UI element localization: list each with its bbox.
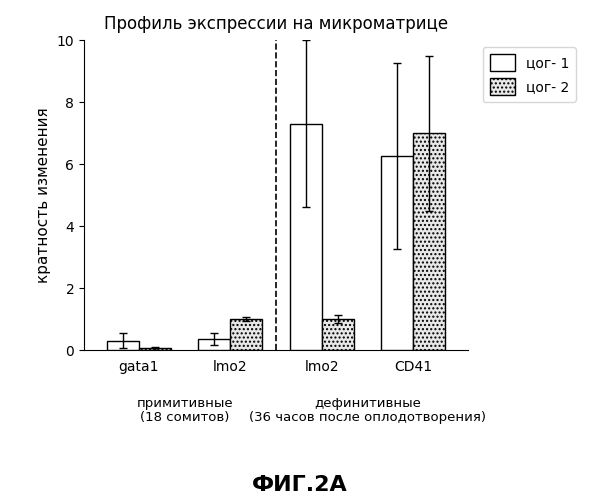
Bar <box>322 319 354 350</box>
Text: дефинитивные
(36 часов после оплодотворения): дефинитивные (36 часов после оплодотворе… <box>249 396 486 424</box>
Bar <box>290 124 322 350</box>
Legend: цог- 1, цог- 2: цог- 1, цог- 2 <box>482 47 576 102</box>
Title: Профиль экспрессии на микроматрице: Профиль экспрессии на микроматрице <box>104 15 448 33</box>
Bar <box>230 319 262 350</box>
Bar <box>198 339 230 350</box>
Y-axis label: кратность изменения: кратность изменения <box>36 107 51 283</box>
Text: ФИГ.2A: ФИГ.2A <box>252 475 348 495</box>
Text: примитивные
(18 сомитов): примитивные (18 сомитов) <box>136 396 233 424</box>
Bar <box>413 133 445 350</box>
Bar <box>381 156 413 350</box>
Bar <box>107 340 139 350</box>
Bar <box>139 348 171 350</box>
